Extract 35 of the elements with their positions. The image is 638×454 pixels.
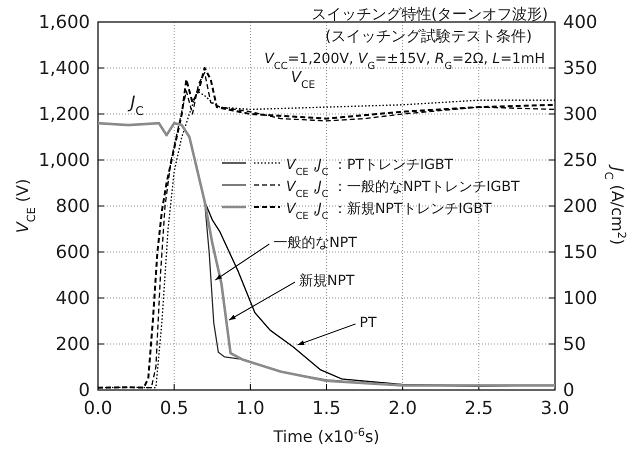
y-tick-label: 400 — [56, 288, 90, 309]
chart-subtitle: (スイッチング試験テスト条件) — [325, 27, 532, 45]
y2-tick-label: 150 — [563, 242, 598, 263]
legend-label: V$_{CE}$ ,J$_{C}$ ：新規NPTトレンチIGBT — [286, 201, 492, 222]
y-tick-label: 800 — [56, 196, 90, 217]
y2-tick-label: 50 — [563, 334, 586, 355]
x-tick-label: 0.0 — [84, 398, 112, 419]
annotation: J$_{C}$ — [127, 93, 144, 118]
y-tick-label: 1,600 — [38, 12, 90, 33]
annotation: 新規NPT — [299, 273, 355, 290]
y2-tick-label: 350 — [563, 58, 598, 79]
y-tick-label: 600 — [56, 242, 90, 263]
x-tick-label: 0.5 — [160, 398, 188, 419]
y2-tick-label: 100 — [563, 288, 598, 309]
y-tick-label: 1,200 — [38, 104, 90, 125]
x-tick-label: 2.5 — [464, 398, 494, 419]
annotation: 一般的なNPT — [273, 235, 358, 252]
x-tick-label: 1.0 — [236, 398, 265, 419]
x-tick-label: 3.0 — [540, 398, 570, 419]
y-tick-label: 1,000 — [38, 150, 90, 171]
x-tick-label: 1.5 — [312, 398, 341, 419]
y2-tick-label: 200 — [563, 196, 598, 217]
y2-tick-label: 400 — [563, 12, 598, 33]
x-tick-label: 2.0 — [388, 398, 417, 419]
y2-tick-label: 250 — [563, 150, 598, 171]
y2-tick-label: 300 — [563, 104, 598, 125]
y-tick-label: 0 — [78, 380, 90, 401]
y-tick-label: 200 — [56, 334, 90, 355]
y-tick-label: 1,400 — [38, 58, 90, 79]
chart-title: スイッチング特性(ターンオフ波形) — [311, 5, 548, 23]
legend-label: V$_{CE}$ ,J$_{C}$ ：PTトレンチIGBT — [286, 157, 454, 178]
x-axis-title: Time (x10$^{-6}$s) — [272, 426, 380, 446]
legend-label: V$_{CE}$ ,J$_{C}$ ：一般的なNPTトレンチIGBT — [286, 179, 520, 200]
y2-tick-label: 0 — [563, 380, 574, 401]
annotation: PT — [360, 314, 377, 331]
